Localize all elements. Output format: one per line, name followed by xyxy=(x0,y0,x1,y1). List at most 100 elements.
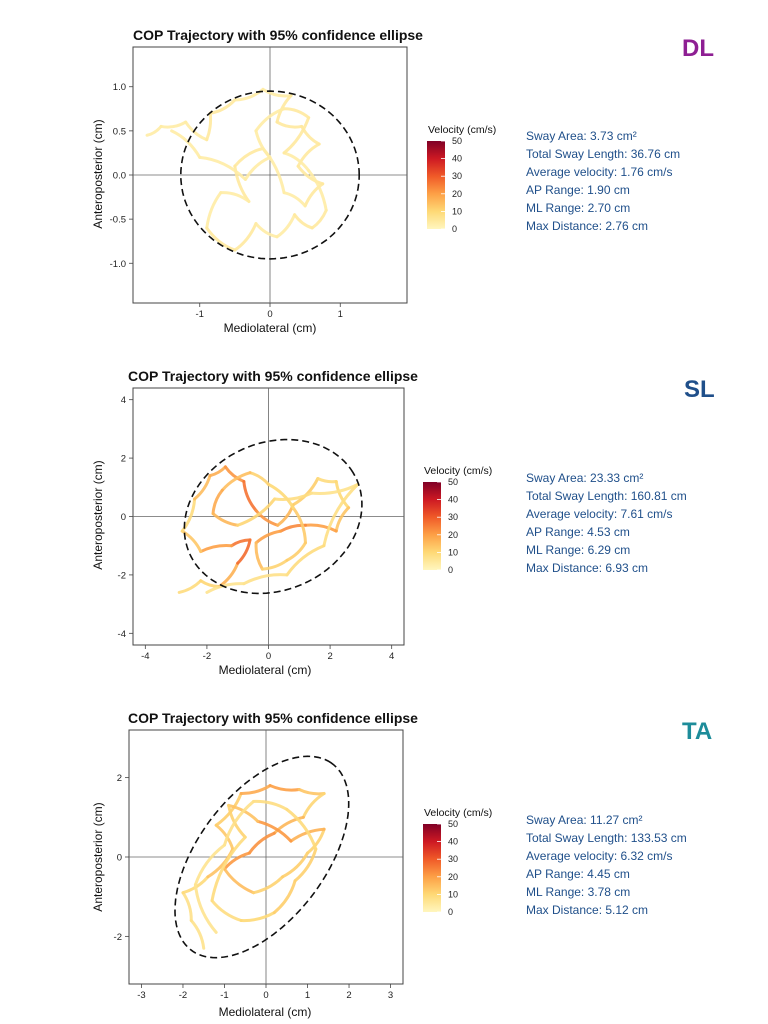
trajectory-segment xyxy=(211,488,224,516)
trajectory-segment xyxy=(254,107,286,133)
condition-tag: DL xyxy=(682,35,714,62)
x-tick-label: 2 xyxy=(327,651,332,662)
stat-ap-range: AP Range: 4.45 cm xyxy=(526,867,630,881)
colorbar-tick-label: 40 xyxy=(448,495,458,505)
trajectory-segment xyxy=(233,147,265,168)
stat-total-sway-length: Total Sway Length: 133.53 cm xyxy=(526,831,687,845)
trajectory-segment xyxy=(199,543,234,554)
x-axis-label: Mediolateral (cm) xyxy=(218,663,312,677)
colorbar-tick-label: 50 xyxy=(448,477,458,487)
trajectory-segment xyxy=(219,191,251,203)
y-tick-label: 0.5 xyxy=(113,126,126,137)
stats-block: Sway Area: 23.33 cm² Total Sway Length: … xyxy=(526,469,687,577)
velocity-colorbar xyxy=(423,824,441,912)
y-tick-label: -4 xyxy=(118,629,126,640)
trajectory-segment xyxy=(282,151,311,173)
velocity-colorbar xyxy=(423,482,441,570)
y-tick-label: 2 xyxy=(117,773,122,784)
cop-chart-panel-dl: -1 0 1 -1.0 -0.5 0.0 0.5 1.0 0 10 20 30 40 50 COP Tra… xyxy=(0,0,768,340)
x-tick-label: 1 xyxy=(305,990,310,1001)
trajectory-segment xyxy=(239,784,272,796)
colorbar-tick-label: 40 xyxy=(452,154,462,164)
trajectory-segment xyxy=(181,891,193,922)
x-tick-label: -2 xyxy=(203,651,211,662)
trajectory-segment xyxy=(285,544,326,577)
y-tick-label: 0.0 xyxy=(113,171,126,182)
trajectory-segment xyxy=(282,107,311,120)
trajectory-segment xyxy=(272,879,297,915)
trajectory-segment xyxy=(222,851,251,871)
trajectory-segment xyxy=(293,213,314,230)
stat-ap-range: AP Range: 4.53 cm xyxy=(526,525,630,539)
stat-average-velocity: Average velocity: 6.32 cm/s xyxy=(526,849,673,863)
trajectory xyxy=(181,784,326,950)
trajectory-segment xyxy=(322,482,360,548)
stat-ml-range: ML Range: 6.29 cm xyxy=(526,543,631,557)
x-tick-label: -1 xyxy=(196,309,204,320)
trajectory-segment xyxy=(222,799,256,847)
trajectory-segment xyxy=(252,799,289,811)
trajectory-segment xyxy=(205,191,223,230)
trajectory-segment xyxy=(189,919,206,950)
x-tick-label: 0 xyxy=(263,990,268,1001)
stat-sway-area: Sway Area: 23.33 cm² xyxy=(526,471,644,485)
colorbar-tick-label: 20 xyxy=(448,872,458,882)
y-tick-label: -1.0 xyxy=(110,259,126,270)
trajectory-segment xyxy=(254,222,279,239)
trajectory-segment xyxy=(193,883,218,934)
trajectory-segment xyxy=(296,142,321,168)
trajectory-segment xyxy=(205,226,237,252)
trajectory-segment xyxy=(177,579,203,594)
trajectory-segment xyxy=(159,120,188,129)
trajectory-segment xyxy=(236,538,252,565)
trajectory-segment xyxy=(291,506,307,545)
y-tick-label: 2 xyxy=(121,454,126,465)
condition-tag: TA xyxy=(682,718,713,745)
x-axis-label: Mediolateral (cm) xyxy=(218,1005,312,1019)
colorbar-tick-label: 0 xyxy=(448,907,453,917)
trajectory-segment xyxy=(170,129,202,159)
trajectory-segment xyxy=(334,479,351,510)
trajectory-segment xyxy=(275,120,304,129)
stat-average-velocity: Average velocity: 1.76 cm/s xyxy=(526,165,673,179)
chart-title: COP Trajectory with 95% confidence ellip… xyxy=(133,27,423,43)
trajectory-segment xyxy=(268,784,301,792)
stat-total-sway-length: Total Sway Length: 160.81 cm xyxy=(526,489,687,503)
y-axis-label: Anteroposterior (cm) xyxy=(91,460,105,570)
trajectory-segment xyxy=(282,191,307,208)
colorbar-tick-label: 40 xyxy=(448,837,458,847)
x-tick-label: 1 xyxy=(338,309,343,320)
trajectory-segment xyxy=(261,87,293,98)
trajectory-segment xyxy=(316,477,338,484)
stat-max-distance: Max Distance: 6.93 cm xyxy=(526,561,649,575)
colorbar-tick-label: 10 xyxy=(448,547,458,557)
stat-ml-range: ML Range: 3.78 cm xyxy=(526,885,631,899)
trajectory-segment xyxy=(267,482,295,510)
stat-max-distance: Max Distance: 5.12 cm xyxy=(526,903,649,917)
y-tick-label: 0 xyxy=(121,512,126,523)
trajectory-segment xyxy=(223,465,246,483)
trajectory xyxy=(177,465,360,594)
stat-ap-range: AP Range: 1.90 cm xyxy=(526,183,630,197)
trajectory-segment xyxy=(208,98,237,115)
colorbar-tick-label: 30 xyxy=(448,512,458,522)
x-tick-label: -4 xyxy=(141,651,149,662)
trajectory-segment xyxy=(233,222,258,252)
trajectory-segment xyxy=(282,116,311,155)
velocity-colorbar xyxy=(427,141,445,229)
colorbar-tick-label: 10 xyxy=(448,889,458,899)
trajectory-segment xyxy=(239,911,276,923)
trajectory-segment xyxy=(260,558,289,571)
y-tick-label: -0.5 xyxy=(110,215,126,226)
colorbar-tick-label: 20 xyxy=(448,530,458,540)
colorbar-tick-label: 0 xyxy=(448,565,453,575)
cop-chart-panel-sl: -4 -2 0 2 4 -4 -2 0 2 4 0 10 20 30 40 50 COP Trajectory… xyxy=(0,341,768,681)
trajectory-segment xyxy=(307,169,328,212)
trajectory-segment xyxy=(243,155,272,181)
trajectory-segment xyxy=(180,529,203,554)
trajectory-segment xyxy=(281,851,310,879)
trajectory-segment xyxy=(334,506,351,533)
trajectory-segment xyxy=(242,573,289,586)
trajectory-segment xyxy=(301,792,326,819)
